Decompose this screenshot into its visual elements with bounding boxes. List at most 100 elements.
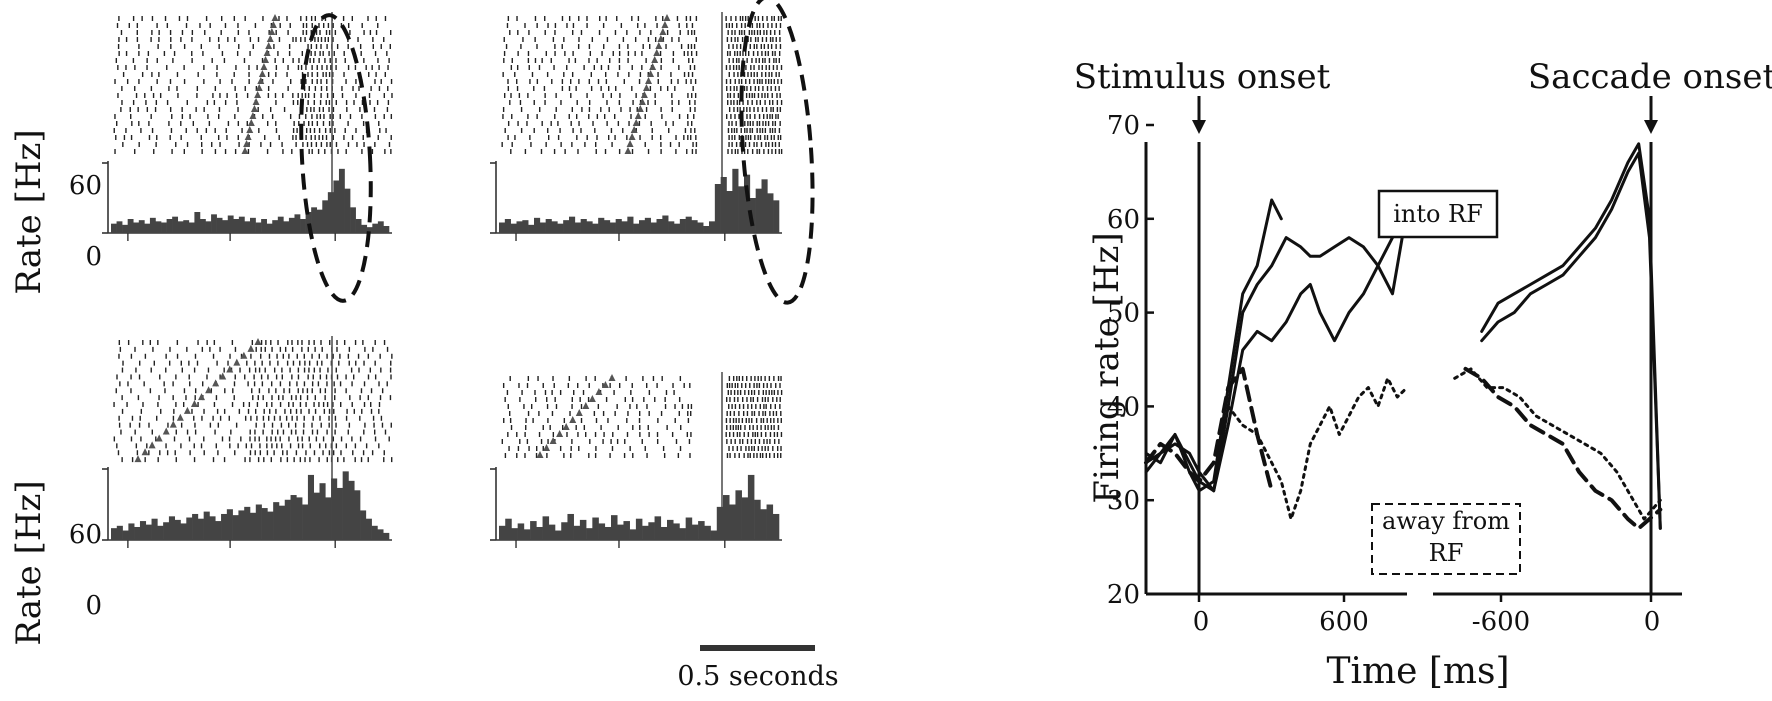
histogram-bar — [668, 221, 675, 233]
stimulus-marker — [148, 441, 156, 449]
stimulus-marker — [645, 77, 653, 84]
stimulus-marker — [134, 455, 142, 463]
histogram-bar — [183, 220, 190, 233]
stimulus-marker — [630, 126, 638, 133]
stimulus-marker — [212, 379, 220, 387]
histogram-bar — [716, 506, 724, 540]
histogram-bar — [586, 528, 593, 540]
stimulus-marker — [657, 35, 665, 42]
histogram-bar — [319, 483, 326, 540]
histogram-bar — [766, 504, 774, 540]
histogram-bar — [542, 516, 550, 540]
histogram-bar — [197, 518, 204, 540]
stimulus-marker — [198, 393, 206, 401]
stimulus-marker — [269, 21, 277, 28]
stimulus-marker — [250, 105, 258, 112]
stimulus-marker — [254, 338, 262, 345]
histogram-bar — [539, 222, 546, 233]
histogram-bar — [144, 223, 151, 233]
histogram-bar — [157, 525, 164, 540]
histogram-bar — [749, 198, 756, 233]
histogram-bar — [322, 200, 329, 233]
histogram-bar — [383, 226, 390, 233]
saccade-arrow — [1644, 96, 1658, 134]
histogram-bar — [342, 471, 349, 540]
tick-60-bottom: 60 — [69, 520, 102, 550]
stimulus-marker — [608, 374, 616, 381]
histogram-bar — [155, 221, 162, 233]
rate-line-saccade-dashed — [1463, 366, 1663, 531]
legend-into-rf: into RF — [1377, 189, 1499, 239]
stimulus-marker — [651, 56, 659, 63]
histogram-bar — [250, 217, 256, 233]
histogram-bar — [744, 174, 751, 233]
histogram-bar — [586, 221, 593, 233]
histogram-bar — [138, 220, 145, 233]
stimulus-marker — [169, 420, 177, 428]
histogram-bar — [316, 209, 323, 233]
histogram-bar — [174, 519, 181, 540]
histogram-bar — [567, 513, 574, 540]
ylabel-top: Rate [Hz] — [9, 129, 49, 294]
histogram-bar — [545, 219, 552, 233]
raster-panels: Rate [Hz] Rate [Hz] 60 0 60 0 0.5 second… — [9, 0, 839, 692]
histogram-bar — [609, 222, 616, 233]
histogram-bar — [644, 217, 651, 233]
histogram-bar — [691, 220, 698, 233]
rate-histogram — [102, 467, 392, 548]
histogram-bar — [611, 515, 618, 540]
stimulus-marker — [624, 147, 632, 154]
histogram-bar — [116, 221, 123, 233]
histogram-bar — [517, 523, 525, 540]
histogram-bar — [177, 221, 184, 233]
histogram-bar — [366, 227, 373, 233]
stimulus-marker — [655, 42, 663, 49]
y-tick-label: 20 — [1107, 580, 1140, 610]
histogram-bar — [505, 518, 512, 540]
histogram-bar — [772, 513, 780, 540]
histogram-bar — [557, 223, 564, 233]
histogram-bar — [697, 222, 704, 233]
stimulus-marker — [254, 91, 262, 98]
histogram-bar — [194, 212, 201, 233]
histogram-bar — [122, 224, 128, 233]
stimulus-marker — [647, 70, 655, 77]
histogram-bar — [580, 219, 587, 233]
histogram-bar — [215, 521, 222, 540]
histogram-bar — [660, 526, 668, 540]
stimulus-marker — [628, 133, 636, 140]
ylabel-bottom: Rate [Hz] — [9, 480, 49, 645]
histogram-bar — [703, 226, 710, 233]
rate-lines — [1144, 142, 1663, 531]
stimulus-marker — [649, 63, 657, 70]
spike-raster — [501, 372, 783, 540]
rate-line-saccade-dotted — [1453, 367, 1662, 521]
histogram-bar — [629, 529, 637, 540]
histogram-bar — [377, 529, 384, 540]
histogram-bar — [523, 529, 531, 540]
panel-top-right — [490, 12, 783, 241]
stimulus-marker — [569, 416, 577, 423]
histogram-bar — [226, 509, 233, 540]
histogram-bar — [261, 508, 268, 540]
histogram-bar — [128, 523, 135, 540]
histogram-bar — [710, 530, 718, 540]
histogram-bar — [741, 497, 749, 540]
stimulus-arrow — [1192, 96, 1206, 134]
histogram-bar — [238, 216, 245, 233]
histogram-bar — [290, 495, 297, 540]
histogram-bar — [714, 184, 721, 233]
histogram-bar — [203, 511, 210, 540]
stimulus-onset-title: Stimulus onset — [1074, 57, 1331, 97]
histogram-bar — [691, 524, 699, 540]
histogram-bar — [134, 526, 141, 540]
panel-top-left — [102, 12, 393, 241]
y-ticks: 70 60 50 40 30 20 — [1107, 111, 1154, 610]
histogram-bar — [604, 526, 612, 540]
stimulus-marker — [271, 14, 279, 21]
panel-bottom-right — [490, 372, 783, 548]
stimulus-marker — [226, 365, 234, 373]
histogram-bar — [654, 516, 662, 540]
y-tick-label: 30 — [1107, 486, 1140, 516]
stimulus-marker — [588, 395, 596, 402]
